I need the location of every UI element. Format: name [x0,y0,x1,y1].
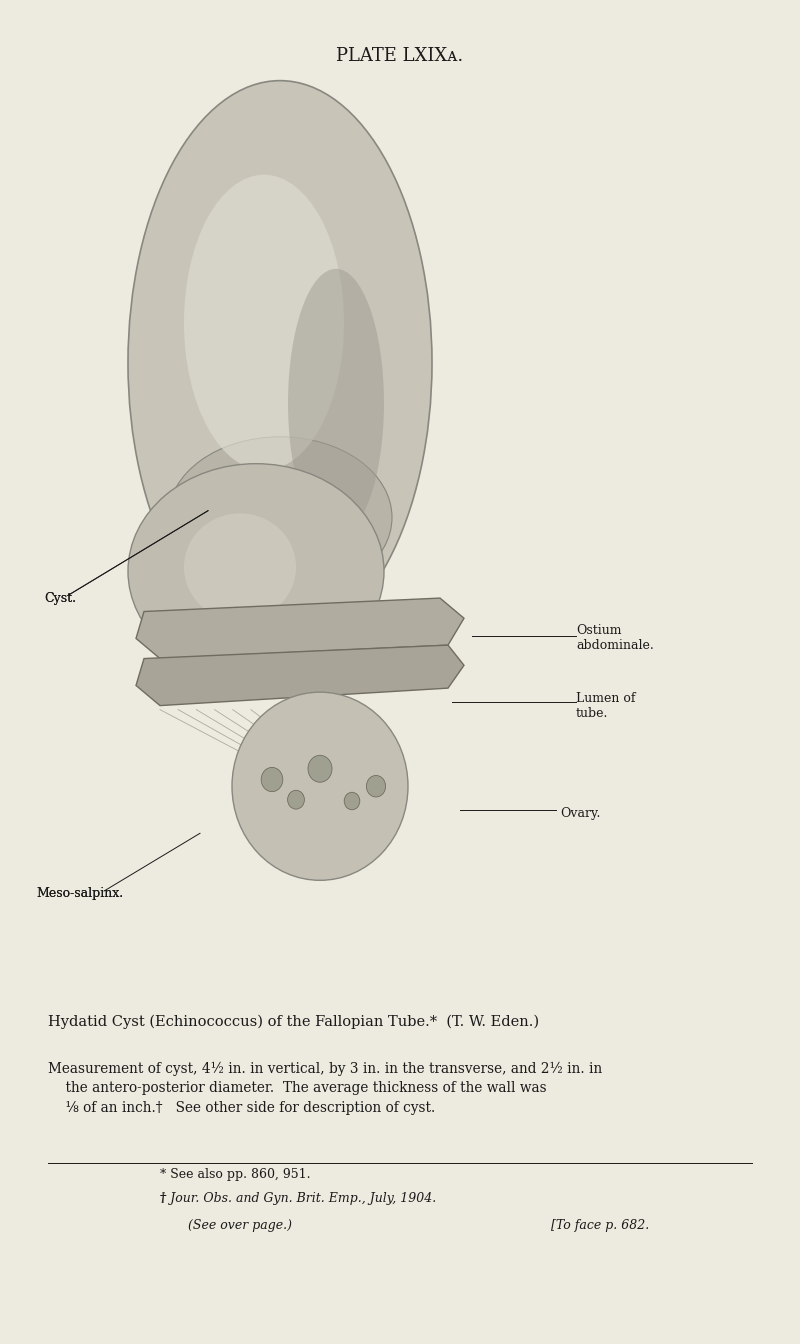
Ellipse shape [128,81,432,645]
Ellipse shape [344,793,360,809]
Ellipse shape [232,692,408,880]
Text: Cyst.: Cyst. [44,591,76,605]
Text: * See also pp. 860, 951.: * See also pp. 860, 951. [160,1168,310,1181]
Ellipse shape [128,464,384,679]
Text: Cyst.: Cyst. [44,591,76,605]
Text: Meso-salpinx.: Meso-salpinx. [36,887,123,900]
Text: Measurement of cyst, 4½ in. in vertical, by 3 in. in the transverse, and 2½ in. : Measurement of cyst, 4½ in. in vertical,… [48,1062,602,1116]
Ellipse shape [184,513,296,621]
Polygon shape [136,598,464,659]
Text: Lumen of
tube.: Lumen of tube. [576,692,635,719]
Text: Ostium
abdominale.: Ostium abdominale. [576,625,654,652]
Ellipse shape [308,755,332,782]
Ellipse shape [366,775,386,797]
Ellipse shape [288,269,384,538]
Ellipse shape [168,437,392,598]
Ellipse shape [261,767,283,792]
Text: [To face p. 682.: [To face p. 682. [551,1219,649,1232]
Polygon shape [136,645,464,706]
Text: PLATE LXIXᴀ.: PLATE LXIXᴀ. [336,47,464,65]
Text: Ovary.: Ovary. [560,806,600,820]
FancyBboxPatch shape [48,67,608,900]
Ellipse shape [184,175,344,470]
Text: † Jour. Obs. and Gyn. Brit. Emp., July, 1904.: † Jour. Obs. and Gyn. Brit. Emp., July, … [160,1192,436,1206]
Text: Meso-salpinx.: Meso-salpinx. [36,887,123,900]
Text: †: † [160,1192,170,1206]
Text: Hydatid Cyst (Echinococcus) of the Fallopian Tube.*  (T. W. Eden.): Hydatid Cyst (Echinococcus) of the Fallo… [48,1015,539,1030]
Text: (See over page.): (See over page.) [188,1219,292,1232]
Ellipse shape [288,790,304,809]
